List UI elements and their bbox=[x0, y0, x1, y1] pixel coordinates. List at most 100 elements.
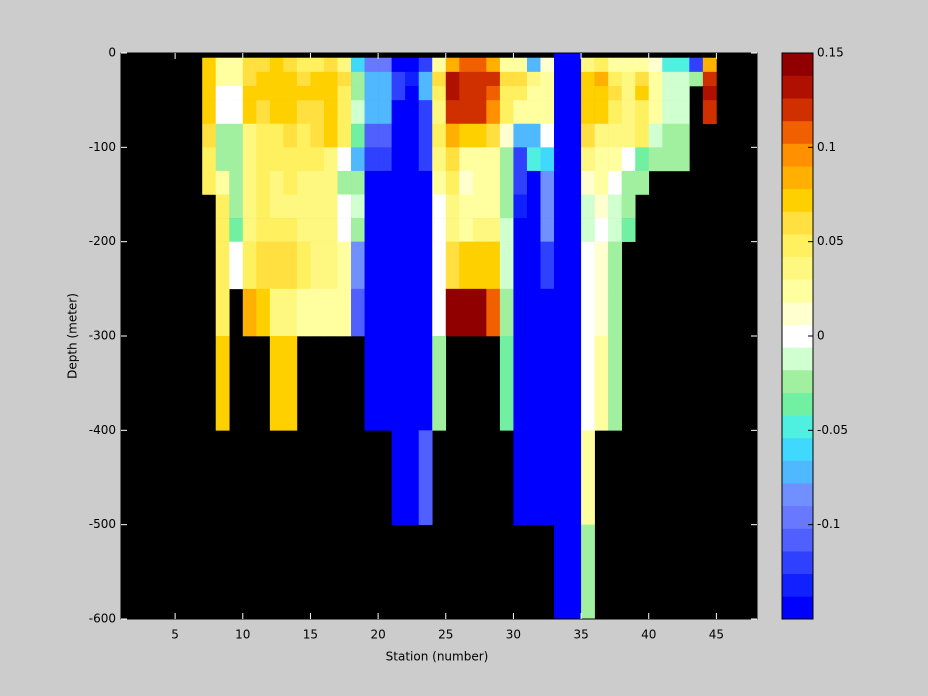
colorbar-band bbox=[782, 120, 813, 144]
heat-cell bbox=[486, 71, 501, 87]
heat-cell bbox=[662, 123, 677, 148]
heat-cell bbox=[418, 288, 433, 337]
heat-cell bbox=[351, 71, 365, 87]
heat-cell bbox=[418, 194, 433, 219]
y-tick-label: -300 bbox=[89, 329, 116, 343]
heat-cell bbox=[337, 288, 352, 337]
heat-cell bbox=[513, 194, 528, 219]
heat-cell bbox=[323, 218, 338, 242]
heat-cell bbox=[229, 241, 244, 290]
heat-cell bbox=[351, 100, 365, 125]
colorbar-band bbox=[782, 415, 813, 439]
x-tick-label: 40 bbox=[641, 628, 656, 642]
heat-cell bbox=[432, 71, 447, 87]
colorbar-band bbox=[782, 75, 813, 99]
heat-cell bbox=[675, 71, 690, 87]
heat-cell bbox=[445, 241, 460, 290]
heat-cell bbox=[351, 170, 365, 195]
heat-cell bbox=[621, 86, 636, 101]
heat-cell bbox=[621, 147, 636, 172]
heat-cell bbox=[269, 86, 284, 101]
heat-cell bbox=[405, 71, 420, 87]
heat-cell bbox=[581, 194, 595, 219]
heat-cell bbox=[337, 170, 352, 195]
heat-cell bbox=[608, 100, 622, 125]
heat-cell bbox=[351, 218, 365, 242]
heat-cell bbox=[215, 336, 230, 431]
heat-cell bbox=[323, 57, 338, 73]
heat-cell bbox=[364, 71, 379, 87]
heat-cell bbox=[364, 194, 379, 219]
heat-cell bbox=[499, 288, 514, 337]
heat-cell bbox=[445, 71, 460, 87]
heat-cell bbox=[296, 170, 311, 195]
heat-cell bbox=[310, 288, 325, 337]
heat-cell bbox=[378, 71, 392, 87]
heat-cell bbox=[594, 57, 609, 73]
heat-cell bbox=[648, 147, 663, 172]
heat-cell bbox=[364, 123, 379, 148]
heat-cell bbox=[215, 147, 230, 172]
x-tick-label: 10 bbox=[235, 628, 250, 642]
heat-cell bbox=[526, 123, 541, 148]
heat-cell bbox=[567, 147, 582, 172]
heat-cell bbox=[472, 218, 487, 242]
heat-cell bbox=[391, 218, 406, 242]
heat-cell bbox=[337, 194, 352, 219]
heat-cell bbox=[351, 57, 365, 73]
heat-cell bbox=[526, 218, 541, 242]
heat-cell bbox=[526, 147, 541, 172]
heat-cell bbox=[296, 241, 311, 290]
heat-cell bbox=[621, 123, 636, 148]
heat-cell bbox=[608, 336, 622, 431]
heat-cell bbox=[256, 71, 271, 87]
heat-cell bbox=[581, 123, 595, 148]
heat-cell bbox=[337, 147, 352, 172]
heat-cell bbox=[513, 123, 528, 148]
heat-cell bbox=[594, 147, 609, 172]
heat-cell bbox=[608, 86, 622, 101]
heat-cell bbox=[459, 100, 474, 125]
heat-cell bbox=[351, 288, 365, 337]
heat-cell bbox=[581, 147, 595, 172]
heat-cell bbox=[418, 336, 433, 431]
heat-cell bbox=[242, 218, 257, 242]
heat-cell bbox=[540, 147, 555, 172]
heat-cell bbox=[513, 336, 528, 431]
heat-cell bbox=[391, 100, 406, 125]
heat-cell bbox=[499, 71, 514, 87]
heat-cell bbox=[337, 218, 352, 242]
colorbar-band bbox=[782, 143, 813, 167]
heat-cell bbox=[283, 218, 298, 242]
heat-cell bbox=[472, 86, 487, 101]
heat-cell bbox=[594, 86, 609, 101]
heat-cell bbox=[635, 71, 650, 87]
heat-cell bbox=[405, 430, 420, 525]
heat-cell bbox=[242, 147, 257, 172]
heat-cell bbox=[567, 524, 582, 620]
heat-cell bbox=[554, 100, 568, 125]
heat-cell bbox=[540, 57, 555, 73]
heat-cell bbox=[283, 241, 298, 290]
heat-cell bbox=[229, 100, 244, 125]
heat-cell bbox=[567, 288, 582, 337]
colorbar-band bbox=[782, 392, 813, 416]
heat-cell bbox=[526, 194, 541, 219]
colorbar-tick-label: -0.1 bbox=[817, 517, 840, 531]
heat-cell bbox=[594, 241, 609, 290]
colorbar-band bbox=[782, 596, 813, 620]
heat-cell bbox=[351, 194, 365, 219]
colorbar-tick-label: 0.05 bbox=[817, 234, 844, 248]
heat-cell bbox=[581, 336, 595, 431]
colorbar-band bbox=[782, 460, 813, 484]
y-axis-label: Depth (meter) bbox=[66, 293, 80, 379]
y-tick-label: -400 bbox=[89, 423, 116, 437]
heat-cell bbox=[662, 71, 677, 87]
heat-cell bbox=[391, 123, 406, 148]
heat-cell bbox=[378, 147, 392, 172]
heat-cell bbox=[472, 147, 487, 172]
heat-cell bbox=[675, 147, 690, 172]
y-tick-label: -500 bbox=[89, 517, 116, 531]
heat-cell bbox=[635, 100, 650, 125]
heat-cell bbox=[445, 86, 460, 101]
